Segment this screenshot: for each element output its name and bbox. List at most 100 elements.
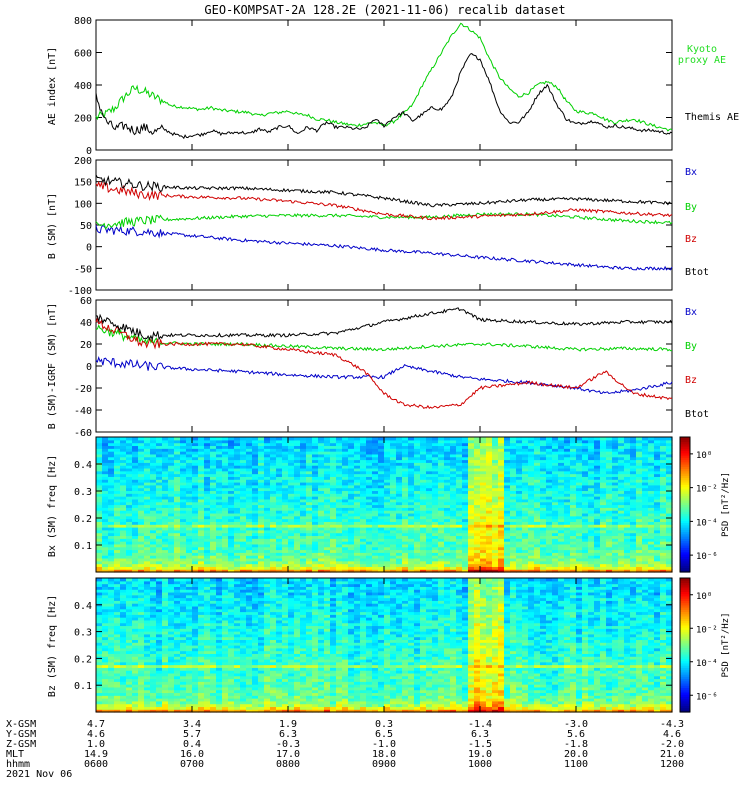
psd-cell: [180, 532, 187, 537]
psd-cell: [246, 484, 253, 489]
psd-cell: [570, 549, 577, 553]
legend-kyoto-line1: Kyoto: [687, 44, 717, 55]
psd-cell: [156, 487, 163, 492]
psd-cell: [270, 456, 277, 461]
psd-cell: [318, 448, 325, 452]
psd-cell: [342, 482, 349, 486]
legend-bsm-bz: Bz: [685, 234, 697, 245]
psd-cell: [366, 510, 373, 514]
psd-cell: [192, 546, 199, 551]
psd-cell: [426, 487, 433, 492]
psd-cell: [126, 527, 133, 531]
psd-cell: [522, 451, 529, 455]
psd-cell: [336, 484, 343, 489]
psd-cell: [186, 532, 193, 537]
psd-cell: [444, 541, 451, 545]
legend-bsm-bx: Bx: [685, 167, 697, 178]
psd-cell: [492, 501, 499, 506]
psd-cell: [228, 487, 235, 492]
psd-cell: [486, 459, 493, 463]
psd-cell: [384, 557, 391, 562]
psd-cell: [210, 473, 217, 477]
psd-cell: [426, 459, 433, 463]
psd-cell: [132, 563, 139, 567]
psd-cell: [462, 543, 469, 548]
psd-cell: [516, 501, 523, 506]
psd-cell: [96, 527, 103, 531]
psd-cell: [258, 451, 265, 455]
psd-cell: [270, 543, 277, 548]
psd-cell: [594, 515, 601, 520]
psd-cell: [282, 473, 289, 477]
psd-cell: [318, 524, 325, 528]
psd-cell: [288, 529, 295, 534]
psd-cell: [222, 521, 229, 525]
psd-cell: [192, 493, 199, 497]
psd-cell: [354, 543, 361, 548]
psd-cell: [492, 563, 499, 567]
psd-cell: [216, 543, 223, 548]
psd-cell: [552, 445, 559, 449]
psd-cell: [642, 515, 649, 520]
psd-cell: [144, 445, 151, 449]
psd-cell: [300, 448, 307, 452]
psd-cell: [288, 524, 295, 528]
psd-cell: [480, 529, 487, 534]
psd-cell: [246, 569, 253, 573]
psd-cell: [576, 557, 583, 562]
psd-cell: [240, 490, 247, 494]
psd-cell: [144, 532, 151, 537]
psd-cell: [516, 465, 523, 469]
psd-cell: [108, 583, 115, 587]
psd-cell: [396, 473, 403, 477]
psd-cell: [642, 493, 649, 497]
colorbar-cell: [680, 479, 690, 483]
colorbar-cell: [680, 468, 690, 472]
psd-cell: [312, 501, 319, 506]
psd-cell: [294, 563, 301, 567]
psd-cell: [636, 448, 643, 452]
psd-cell: [102, 465, 109, 469]
psd-cell: [336, 549, 343, 553]
psd-cell: [258, 527, 265, 531]
psd-cell: [528, 529, 535, 534]
psd-cell: [282, 552, 289, 556]
psd-cell: [564, 521, 571, 525]
psd-cell: [294, 515, 301, 520]
psd-cell: [264, 501, 271, 506]
psd-cell: [114, 703, 121, 708]
psd-cell: [462, 512, 469, 517]
psd-cell: [612, 510, 619, 514]
psd-cell: [288, 487, 295, 492]
psd-cell: [450, 527, 457, 531]
bsm-ylabel: B (SM) [nT]: [47, 193, 58, 259]
psd-cell: [342, 490, 349, 494]
psd-cell: [462, 442, 469, 447]
psd-cell: [552, 484, 559, 489]
series-line-bz: [95, 316, 673, 409]
psd-cell: [510, 515, 517, 520]
psd-cell: [516, 482, 523, 486]
psd-cell: [636, 535, 643, 539]
psd-cell: [234, 467, 241, 472]
psd-cell: [132, 507, 139, 511]
psd-cell: [324, 487, 331, 492]
psd-cell: [606, 439, 613, 444]
psd-cell: [522, 442, 529, 447]
psd-cell: [516, 546, 523, 551]
psd-cell: [150, 504, 157, 508]
psd-cell: [204, 467, 211, 472]
psd-cell: [372, 453, 379, 458]
psd-cell: [450, 560, 457, 565]
psd-cell: [138, 515, 145, 520]
psd-cell: [600, 501, 607, 506]
psd-cell: [612, 448, 619, 452]
psd-cell: [552, 501, 559, 506]
psd-cell: [498, 484, 505, 489]
psd-cell: [96, 482, 103, 486]
psd-cell: [468, 557, 475, 562]
psd-cell: [210, 448, 217, 452]
psd-cell: [540, 555, 547, 559]
psd-cell: [636, 515, 643, 520]
psd-cell: [114, 546, 121, 551]
